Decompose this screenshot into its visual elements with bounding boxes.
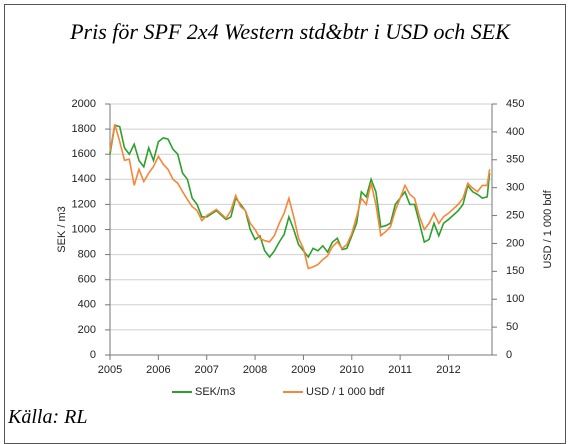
y-tick-label: 1800	[72, 123, 96, 135]
series-line	[109, 123, 491, 270]
x-tick-label: 2012	[436, 364, 460, 376]
y-tick-label: 1400	[72, 173, 96, 185]
y-tick-label: 400	[78, 299, 96, 311]
y-tick-label: 1200	[72, 198, 96, 210]
x-tick-label: 2009	[291, 364, 315, 376]
y2-tick-label: 350	[506, 154, 524, 166]
series-line	[109, 124, 491, 259]
y2-tick-label: 250	[506, 209, 524, 221]
y2-tick-label: 400	[506, 126, 524, 138]
y-tick-label: 800	[78, 249, 96, 261]
y2-tick-label: 100	[506, 293, 524, 305]
y-tick-label: 1000	[72, 223, 96, 235]
y2-tick-label: 300	[506, 182, 524, 194]
y-tick-label: 200	[78, 324, 96, 336]
y2-tick-label: 50	[506, 321, 518, 333]
x-tick-label: 2010	[340, 364, 364, 376]
y-tick-label: 2000	[72, 98, 96, 110]
y-tick-label: 0	[90, 349, 96, 361]
y-tick-label: 1600	[72, 148, 96, 160]
y2-tick-label: 150	[506, 265, 524, 277]
y2-axis-label: USD / 1 000 bdf	[542, 189, 554, 268]
y2-tick-label: 450	[506, 98, 524, 110]
y-tick-label: 600	[78, 274, 96, 286]
y-axis-label: SEK / m3	[56, 206, 68, 252]
page: Pris för SPF 2x4 Western std&btr i USD o…	[4, 4, 566, 444]
y2-tick-label: 0	[506, 349, 512, 361]
x-tick-label: 2008	[243, 364, 267, 376]
source: Källa: RL	[8, 406, 88, 428]
x-tick-label: 2006	[146, 364, 170, 376]
legend-label: SEK/m3	[195, 386, 235, 398]
x-tick-label: 2011	[388, 364, 412, 376]
y2-tick-label: 200	[506, 237, 524, 249]
chart-title: Pris för SPF 2x4 Western std&btr i USD o…	[70, 19, 510, 44]
x-tick-label: 2005	[98, 364, 122, 376]
legend-label: USD / 1 000 bdf	[306, 386, 385, 398]
x-tick-label: 2007	[194, 364, 218, 376]
chart: 0 200 400 600 800 1000 1200 1400 1600 1800 2000 0 50…	[56, 98, 554, 398]
